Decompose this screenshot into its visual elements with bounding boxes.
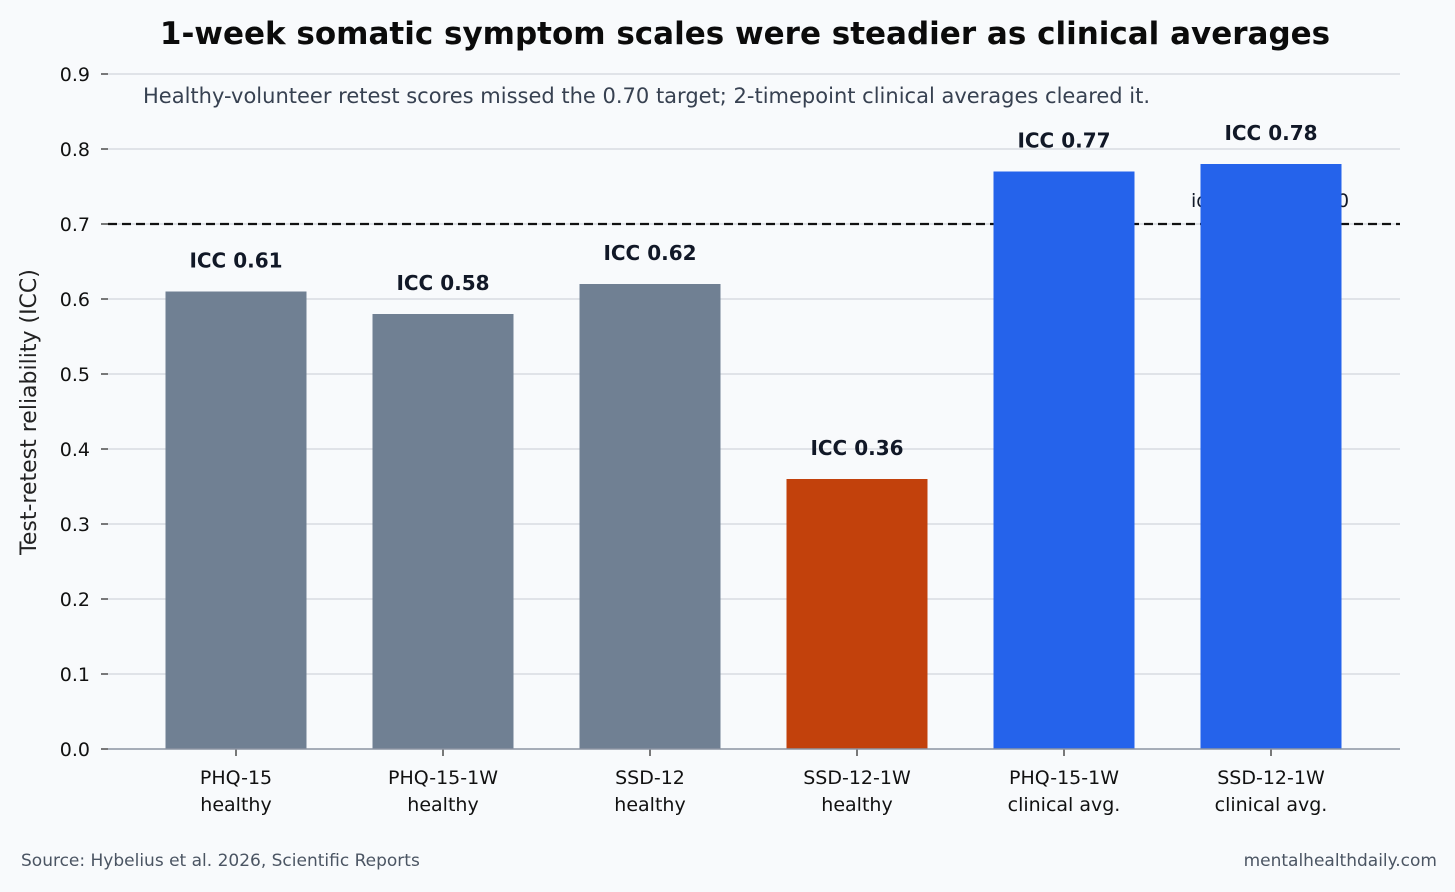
- source-note: Source: Hybelius et al. 2026, Scientific…: [21, 851, 420, 871]
- x-tick-label: healthy: [200, 794, 271, 816]
- x-tick-label: clinical avg.: [1008, 794, 1121, 816]
- y-tick-label: 0.2: [60, 589, 90, 611]
- x-tick-label: healthy: [821, 794, 892, 816]
- y-tick-label: 0.5: [60, 364, 90, 386]
- bar: [165, 291, 307, 749]
- chart-subtitle: Healthy-volunteer retest scores missed t…: [143, 84, 1150, 108]
- bar: [1200, 164, 1342, 749]
- x-tick-label: healthy: [614, 794, 685, 816]
- y-tick-label: 0.8: [60, 139, 90, 161]
- y-tick-label: 0.3: [60, 514, 90, 536]
- x-tick-label: SSD-12-1W: [1217, 767, 1325, 789]
- site-credit: mentalhealthdaily.com: [1244, 851, 1437, 871]
- x-tick-label: PHQ-15-1W: [1009, 767, 1119, 789]
- x-tick-label: healthy: [407, 794, 478, 816]
- data-label: ICC 0.77: [1017, 129, 1110, 153]
- y-tick-label: 0.4: [60, 439, 90, 461]
- y-tick-label: 0.6: [60, 289, 90, 311]
- data-label: ICC 0.36: [810, 436, 903, 460]
- chart-title: 1-week somatic symptom scales were stead…: [160, 16, 1330, 52]
- data-labels: ICC 0.61 ICC 0.58 ICC 0.62 ICC 0.36 ICC 0.77…: [189, 121, 1317, 460]
- x-axis: PHQ-15 healthy PHQ-15-1W healthy SSD-12 healt…: [108, 748, 1400, 816]
- y-tick-label: 0.0: [60, 739, 90, 761]
- data-label: ICC 0.58: [396, 271, 489, 295]
- x-tick-label: PHQ-15: [200, 767, 272, 789]
- data-label: ICC 0.61: [189, 249, 282, 273]
- x-tick-label: SSD-12-1W: [803, 767, 911, 789]
- data-label: ICC 0.78: [1224, 121, 1317, 145]
- y-axis: 0.0 0.1 0.2 0.3 0.4 0.5 0.6 0.7 0.8 0.9: [60, 64, 108, 761]
- y-axis-label: Test-retest reliability (ICC): [17, 269, 42, 556]
- y-tick-label: 0.9: [60, 64, 90, 86]
- y-tick-label: 0.1: [60, 664, 90, 686]
- bars: [165, 164, 1342, 749]
- bar: [993, 171, 1135, 749]
- bar: [372, 314, 514, 749]
- x-tick-label: clinical avg.: [1215, 794, 1328, 816]
- bar: [786, 479, 928, 749]
- x-tick-label: SSD-12: [615, 767, 685, 789]
- y-tick-label: 0.7: [60, 214, 90, 236]
- data-label: ICC 0.62: [603, 241, 696, 265]
- x-tick-label: PHQ-15-1W: [388, 767, 498, 789]
- bar: [579, 284, 721, 749]
